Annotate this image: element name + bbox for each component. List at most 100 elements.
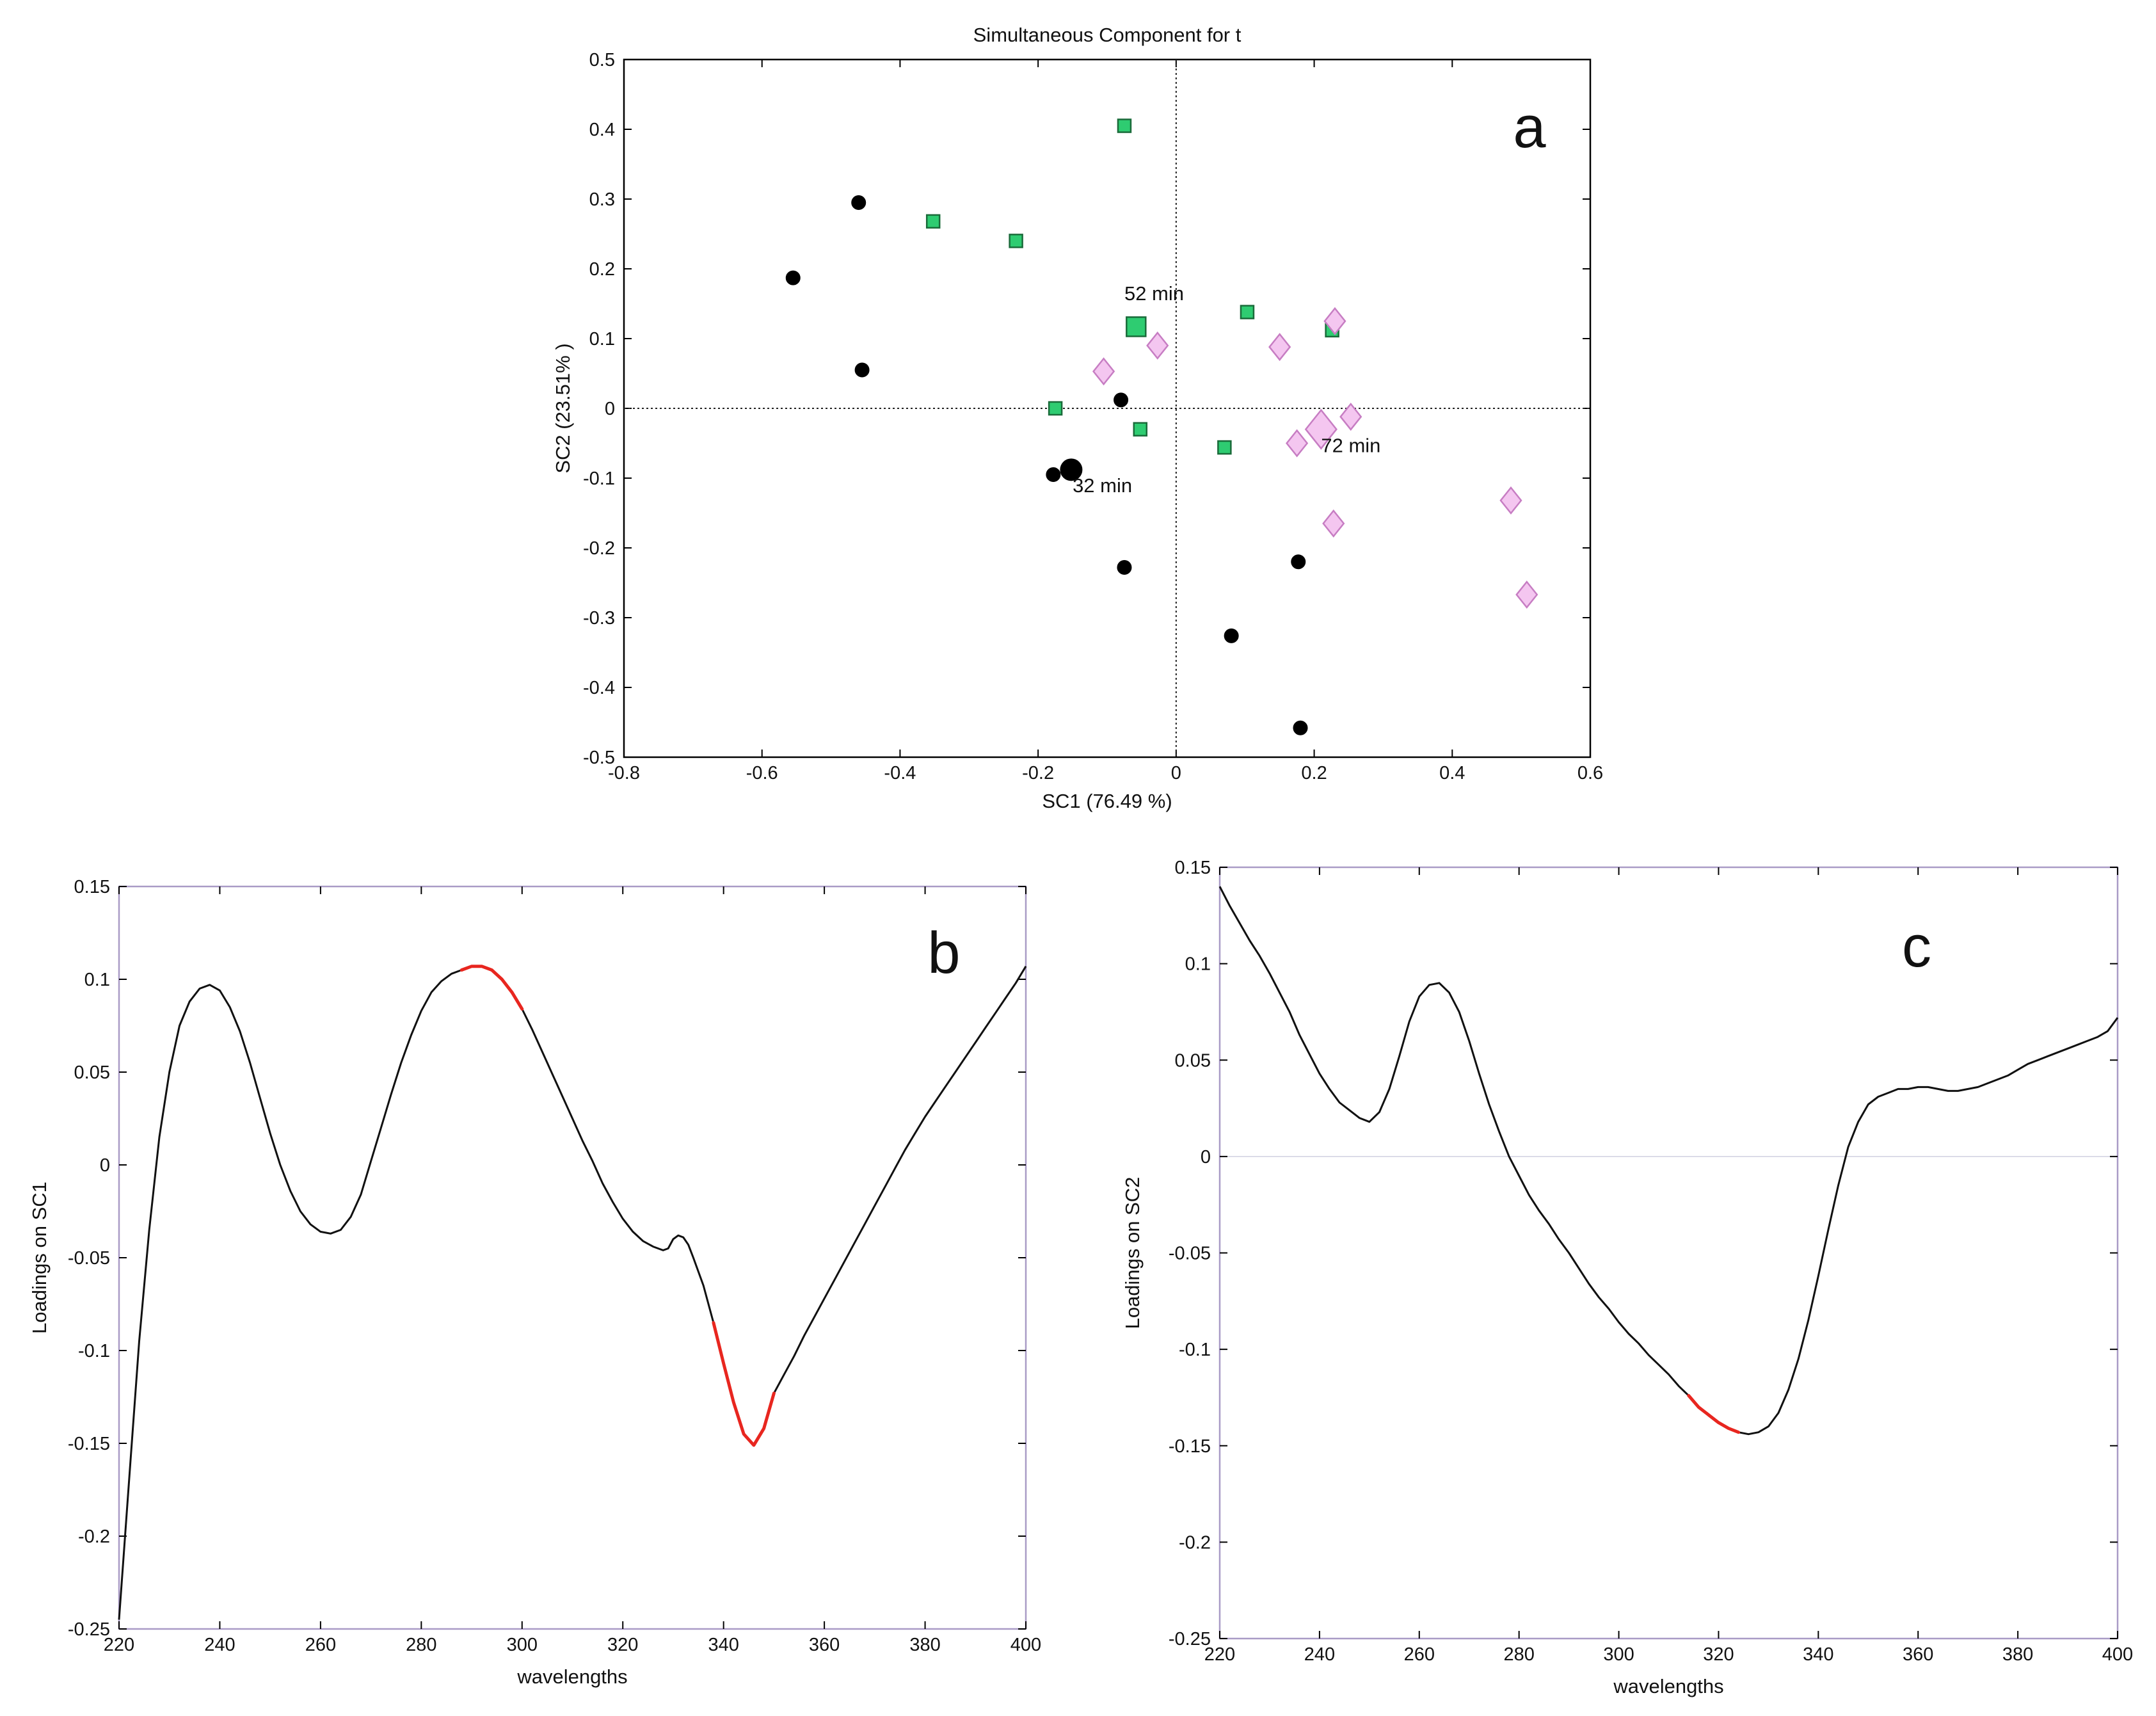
plot-frame [118,885,1027,1630]
x-tick-label: -0.6 [746,763,778,783]
x-tick-label: 380 [909,1635,940,1655]
circle-point [1291,554,1306,570]
x-tick-label: 280 [1503,1644,1534,1665]
x-tick-label: 280 [406,1635,436,1655]
y-tick-label: -0.5 [583,748,615,768]
square-point [1048,401,1063,416]
chart-title: Simultaneous Component for t [973,24,1242,46]
panel-label: b [927,920,960,986]
y-tick-label: -0.1 [78,1341,110,1361]
x-tick-label: 340 [1803,1644,1833,1665]
y-tick-label: -0.2 [78,1527,110,1547]
y-tick-label: -0.1 [1179,1340,1211,1360]
y-tick-label: 0.4 [589,120,615,140]
y-tick-label: 0.5 [589,50,615,70]
x-tick-label: 0.2 [1301,763,1327,783]
y-tick-label: 0 [1201,1147,1211,1167]
circle-point [1046,467,1061,483]
x-tick-label: 0 [1171,763,1181,783]
diamond-point [1322,509,1345,538]
x-tick-label: 360 [809,1635,840,1655]
y-tick-label: -0.2 [583,538,615,559]
x-tick-label: 340 [708,1635,739,1655]
highlight-segment [1687,1393,1741,1434]
x-axis-label: SC1 (76.49 %) [1042,790,1172,812]
square-centroid-point [1126,316,1147,337]
diamond-point [1499,486,1522,515]
y-tick-label: 0.15 [1175,858,1211,878]
y-tick-label: 0 [605,399,615,419]
panel-c: 220 240 260 280 300 320 340 360 380 400 0.15 0.1 0.0… [1121,858,2133,1697]
y-tick-label: -0.05 [1169,1244,1211,1264]
highlight-segment [712,1321,776,1447]
x-tick-label: 260 [305,1635,336,1655]
diamond-point [1339,403,1362,431]
loading-line [118,965,1027,1620]
square-point [1240,305,1255,319]
x-tick-label: 360 [1903,1644,1933,1665]
y-axis-label: Loadings on SC1 [28,1182,51,1334]
x-tick-label: -0.4 [884,763,916,783]
x-axis-label: wavelengths [1613,1675,1723,1697]
y-tick-label: -0.1 [583,469,615,489]
y-tick-label: 0.15 [74,877,110,897]
circle-point [1224,628,1239,643]
x-tick-label: 400 [2102,1644,2133,1665]
panel-a: -0.8 -0.6 -0.4 -0.2 0 0.2 0.4 0.6 0.5 0.4 0.3 0.2 0.… [552,24,1603,812]
point-annotation: 52 min [1124,282,1184,305]
panel-label: c [1902,914,1931,979]
plot-frame [1218,866,2119,1640]
y-tick-label: 0.05 [1175,1050,1211,1071]
circle-point [854,362,870,378]
diamond-point [1286,429,1309,458]
diamond-centroid-point [1304,408,1338,450]
square-point [1133,422,1148,437]
circle-point [1117,560,1132,575]
circle-point [1293,720,1308,735]
y-tick-label: 0.05 [74,1062,110,1083]
y-axis-label: SC2 (23.51% ) [552,343,574,473]
panel-b: 220 240 260 280 300 320 340 360 380 400 0.15 0.1 0.0… [28,877,1041,1688]
y-tick-label: -0.3 [583,608,615,629]
x-tick-label: 400 [1010,1635,1041,1655]
x-tick-label: 320 [607,1635,638,1655]
point-annotation: 32 min [1073,474,1132,497]
y-tick-label: -0.25 [68,1619,110,1640]
x-tick-label: 220 [1204,1644,1235,1665]
diamond-point [1146,331,1169,360]
x-tick-label: -0.8 [608,763,640,783]
y-tick-label: 0.3 [589,189,615,210]
x-tick-label: 300 [507,1635,538,1655]
circle-point [1114,392,1129,408]
y-tick-label: 0.1 [84,970,110,990]
highlight-segment [459,965,524,1011]
x-axis-label: wavelengths [516,1665,627,1688]
diamond-point [1268,333,1291,362]
diamond-point [1092,357,1115,386]
diamond-point [1323,307,1346,335]
x-tick-label: -0.2 [1022,763,1054,783]
square-point [1217,440,1232,455]
square-point [1117,118,1132,133]
y-tick-label: -0.25 [1169,1629,1211,1649]
y-tick-label: 0.1 [589,329,615,349]
panel-label: a [1513,95,1546,160]
x-tick-label: 240 [1304,1644,1335,1665]
circle-point [851,195,866,210]
y-tick-label: -0.4 [583,678,615,698]
y-tick-label: -0.05 [68,1248,110,1269]
x-tick-label: 220 [104,1635,134,1655]
y-tick-label: 0.2 [589,259,615,280]
x-tick-label: 260 [1404,1644,1435,1665]
x-tick-label: 240 [204,1635,235,1655]
x-tick-label: 0.6 [1577,763,1603,783]
y-tick-label: -0.15 [68,1434,110,1454]
circle-point [785,270,801,285]
x-tick-label: 320 [1703,1644,1734,1665]
x-tick-label: 300 [1603,1644,1634,1665]
diamond-point [1515,581,1538,609]
x-tick-label: 380 [2002,1644,2033,1665]
square-point [1009,234,1023,248]
y-tick-label: -0.15 [1169,1436,1211,1457]
